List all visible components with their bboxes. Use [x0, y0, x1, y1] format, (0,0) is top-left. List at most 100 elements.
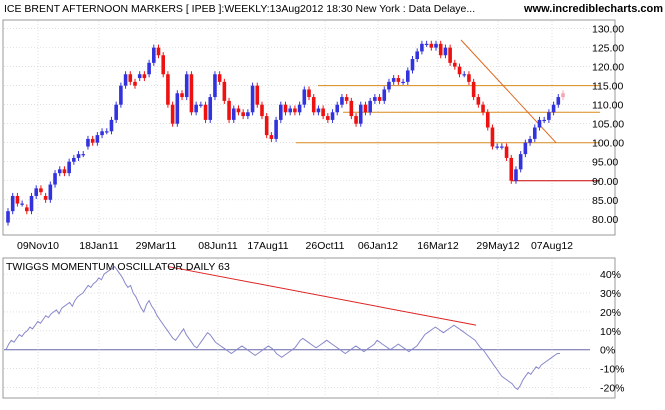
price-x-tick-label: 08Jun11 [198, 240, 238, 252]
candle-body [81, 154, 86, 156]
momentum-trend-line [167, 266, 477, 326]
candle-body [330, 112, 335, 120]
price-y-tick-label: 110.00 [592, 100, 623, 112]
candle-body [363, 104, 368, 113]
candle-body [561, 93, 565, 98]
candle-body [246, 112, 250, 117]
candle-body [10, 195, 15, 212]
candle-body [490, 127, 495, 147]
candle-body [217, 74, 222, 82]
candle-body [20, 203, 24, 205]
candle-body [86, 138, 90, 147]
price-panel: 80.00 85.00 90.00 95.00 100.00 105.00 110.00 11… [2, 19, 624, 252]
candle-body [429, 43, 434, 48]
price-y-tick-label: 85.00 [592, 195, 618, 207]
price-x-tick-label: 29May12 [476, 240, 519, 252]
oscillator-y-tick-label: -20% [600, 383, 625, 395]
candle-body [283, 104, 288, 113]
candle-body [415, 51, 419, 60]
candle-body [340, 97, 344, 105]
candles [6, 40, 565, 226]
price-x-tick-label: 07Aug12 [531, 240, 573, 252]
candle-body [462, 74, 467, 76]
candle-body [274, 119, 278, 139]
candle-body [213, 74, 217, 98]
candle-body [161, 55, 166, 75]
oscillator-panel: -20% -10% 0% 10% 20% 30% 40% TWIGGS MOMENTUM O… [2, 257, 625, 399]
price-x-tick-label: 29Mar11 [136, 240, 177, 252]
candle-body [424, 43, 429, 46]
candle-body [95, 135, 100, 143]
candle-body [326, 116, 330, 120]
candle-body [255, 85, 260, 105]
candle-body [518, 154, 523, 170]
candle-body [373, 97, 377, 101]
oscillator-y-tick-label: 0% [600, 345, 615, 357]
oscillator-y-tick-label: 20% [600, 307, 621, 319]
candle-body [471, 81, 476, 98]
candle-body [208, 97, 213, 120]
candle-body [457, 66, 462, 75]
candle-body [288, 108, 293, 113]
price-x-tick-label: 09Nov10 [17, 240, 59, 252]
candle-body [443, 47, 448, 56]
candle-body [57, 169, 62, 174]
candle-body [170, 104, 175, 124]
candle-body [453, 62, 457, 67]
price-y-tick-labels: 80.00 85.00 90.00 95.00 100.00 105.00 110.00 11… [592, 24, 624, 226]
candle-body [166, 74, 170, 105]
oscillator-x-grid [37, 259, 553, 397]
candle-body [236, 108, 241, 113]
price-x-grid [37, 21, 553, 234]
candle-body [100, 131, 104, 136]
price-x-tick-label: 17Aug11 [247, 240, 288, 252]
price-y-tick-label: 95.00 [592, 157, 618, 169]
candle-body [500, 146, 504, 148]
candle-body [114, 104, 118, 120]
candle-body [311, 97, 316, 113]
candle-body [241, 112, 245, 117]
candle-body [382, 89, 387, 101]
candle-body [128, 74, 133, 82]
candle-body [556, 97, 561, 105]
candle-body [231, 108, 236, 120]
candle-body [142, 74, 147, 79]
candle-body [387, 81, 391, 90]
candle-body [485, 112, 490, 128]
candle-body [542, 119, 546, 122]
candle-body [438, 43, 443, 56]
candle-body [29, 195, 34, 212]
price-y-tick-label: 120.00 [592, 62, 624, 74]
oscillator-title: TWIGGS MOMENTUM OSCILLATOR DAILY 63 [6, 261, 230, 273]
candle-body [293, 108, 297, 113]
candle-body [448, 47, 452, 63]
candle-body [391, 78, 396, 82]
candle-body [467, 74, 471, 82]
candle-body [504, 146, 509, 158]
candle-body [495, 146, 499, 148]
candle-body [250, 85, 255, 113]
candle-body [76, 154, 81, 158]
candle-body [523, 142, 528, 155]
candle-body [264, 116, 269, 136]
candle-body [307, 89, 311, 98]
candle-body [410, 59, 415, 71]
candle-body [53, 173, 57, 185]
candle-body [6, 211, 10, 223]
candle-body [537, 119, 542, 128]
site-label[interactable]: www.incrediblecharts.com [523, 3, 663, 15]
momentum-series [5, 265, 560, 391]
oscillator-y-tick-label: 40% [600, 269, 621, 281]
candle-body [175, 93, 180, 124]
candle-body [119, 85, 123, 105]
candle-body [43, 195, 48, 200]
candle-body [260, 104, 264, 117]
candle-body [368, 100, 372, 113]
price-x-tick-label: 16Mar12 [417, 240, 459, 252]
candle-body [302, 89, 307, 105]
support-levels [296, 85, 600, 182]
candle-body [104, 131, 109, 133]
chart-title: ICE BRENT AFTERNOON MARKERS [ IPEB ]:WEE… [4, 3, 475, 15]
candle-body [316, 108, 321, 113]
oscillator-grid [4, 273, 590, 388]
